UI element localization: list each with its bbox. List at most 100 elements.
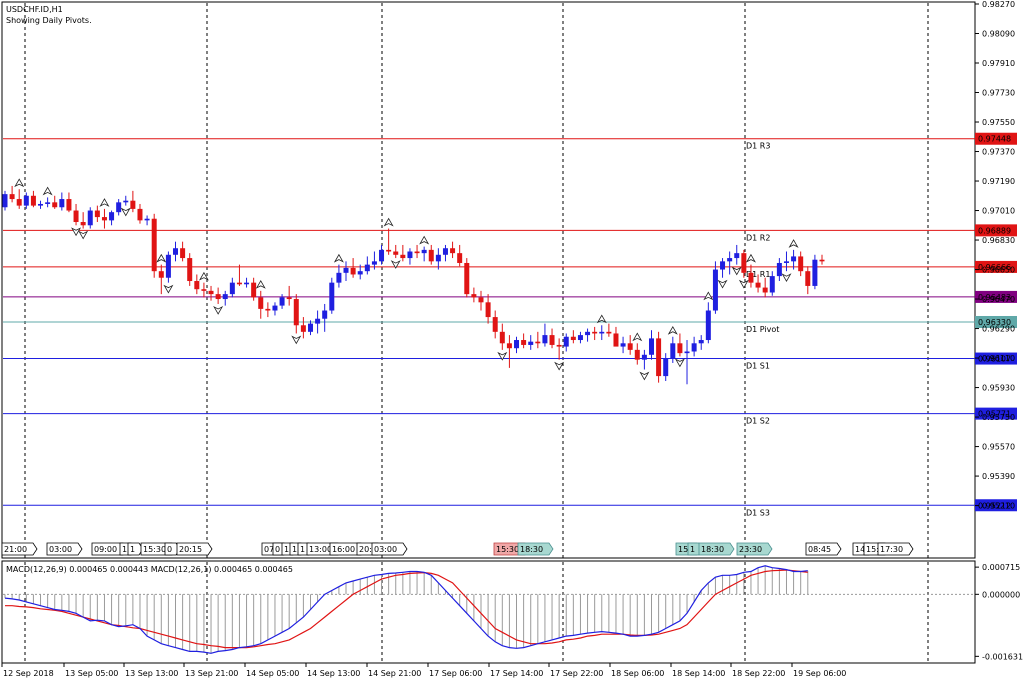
time-tick-label: 14 Sep 21:00 — [368, 669, 421, 678]
candle-body — [2, 194, 8, 208]
candle-body — [137, 208, 143, 221]
candle-body — [478, 297, 484, 303]
pivot-price-label: 0.96666 — [978, 263, 1011, 272]
pivot-lines: D1 R3 0.97448 D1 R2 0.96889 D1 R1 0.96666 D1 P… — [3, 132, 1017, 517]
candle-body — [45, 202, 51, 204]
fractal-up-icon — [198, 271, 209, 281]
candle-body — [286, 297, 292, 300]
subtitle: Showing Daily Pivots. — [6, 16, 92, 25]
pivot-price-box — [975, 499, 1017, 512]
candle-body — [180, 248, 186, 259]
candle-body — [563, 336, 569, 347]
candle-body — [542, 335, 548, 344]
time-gridlines — [24, 3, 929, 662]
price-tick-label: 0.98270 — [982, 0, 1015, 9]
candle-body — [762, 287, 768, 293]
candle-body — [194, 281, 200, 290]
fractal-down-icon — [390, 260, 401, 269]
fractal-up-icon — [14, 178, 25, 188]
fractal-down-icon — [738, 279, 749, 289]
fractal-down-icon — [717, 279, 728, 289]
candle-body — [371, 261, 377, 265]
session-tag-shape — [46, 542, 83, 556]
time-tick-label: 19 Sep 06:00 — [793, 669, 846, 678]
price-tick-label: 0.95210 — [982, 502, 1015, 511]
candle-body — [73, 210, 79, 223]
price-tick-label: 0.96650 — [982, 266, 1015, 275]
pivot-price-label: 0.96107 — [978, 355, 1011, 364]
session-tag-shape — [1, 542, 38, 556]
session-tag-label: 07: — [264, 545, 277, 554]
candle-body — [229, 282, 235, 295]
fractal-down-icon — [291, 335, 302, 345]
candle-body — [315, 318, 321, 324]
time-tick-label: 17 Sep 22:00 — [550, 669, 603, 678]
session-tag-shape — [805, 542, 842, 556]
session-tag-label: 18:30 — [701, 545, 724, 554]
candle-body — [251, 282, 257, 298]
time-tick-label: 18 Sep 06:00 — [611, 669, 664, 678]
session-tag-label: 15:30 — [496, 545, 519, 554]
candle-body — [109, 212, 115, 221]
price-tick-label: 0.95750 — [982, 413, 1015, 422]
price-tick-label: 0.97910 — [982, 59, 1015, 68]
candle-body — [144, 218, 150, 221]
session-tag-label: 17:30 — [880, 545, 903, 554]
candle-body — [748, 272, 754, 283]
candle-body — [215, 294, 221, 300]
fractal-up-icon — [99, 198, 110, 207]
session-tag-shape — [371, 542, 408, 556]
pivot-price-box — [975, 352, 1017, 365]
fractal-markers — [14, 178, 799, 381]
pivot-price-box — [975, 407, 1017, 420]
candle-body — [38, 203, 44, 206]
current-price-label: 0.96483 — [978, 293, 1011, 302]
candle-body — [684, 351, 690, 354]
candle-body — [556, 344, 562, 347]
candle-body — [712, 269, 718, 311]
candle-body — [727, 258, 733, 262]
session-tag-label: 15: — [866, 545, 879, 554]
macd-tick-label: -0.001631 — [982, 652, 1023, 661]
price-axis: 0.98270 0.98090 0.97910 0.97730 0.97550 0.973… — [975, 0, 1015, 511]
candle-body — [116, 202, 122, 213]
candle-body — [357, 271, 363, 275]
macd-label: MACD(12,26,9) 0.000465 0.000443 MACD(12,… — [6, 565, 293, 574]
session-tag-label: 14 — [855, 545, 865, 554]
candle-body — [791, 256, 797, 262]
time-tick-label: 17 Sep 06:00 — [429, 669, 482, 678]
session-tag-label: 03:00 — [49, 545, 72, 554]
candle-body — [293, 299, 299, 326]
fractal-down-icon — [78, 230, 89, 240]
candle-body — [677, 343, 683, 354]
macd-main-line — [4, 565, 808, 654]
fractal-up-icon — [42, 186, 53, 196]
candle-body — [442, 248, 448, 255]
pivot-name: D1 Pivot — [746, 325, 779, 334]
session-tags: 21:00 03:00 09:00 1 1 15:30 0 20:15 07:0 1 1 1 13:00… — [1, 542, 914, 556]
session-tag-shape — [698, 542, 735, 556]
price-tick-label: 0.95390 — [982, 472, 1015, 481]
candle-body — [244, 282, 250, 285]
candle-body — [514, 340, 520, 349]
candle-body — [208, 290, 214, 295]
fractal-up-icon — [788, 239, 799, 248]
candle-body — [165, 254, 171, 278]
pivot-name: D1 S3 — [746, 508, 770, 517]
candle-body — [307, 323, 313, 332]
candle-body — [691, 343, 697, 352]
candle-body — [585, 331, 591, 336]
price-tick-label: 0.98090 — [982, 30, 1015, 39]
fractal-down-icon — [674, 358, 685, 368]
time-tick-label: 13 Sep 05:00 — [65, 669, 118, 678]
candle-body — [485, 302, 491, 318]
candle-body — [151, 218, 157, 272]
candle-body — [720, 261, 726, 270]
fractal-up-icon — [333, 253, 344, 263]
pivot-price-label: 0.96330 — [978, 318, 1011, 327]
candle-body — [364, 264, 370, 272]
session-tag-label: 1 — [130, 545, 135, 554]
candle-body — [592, 331, 598, 334]
candle-body — [570, 336, 576, 341]
